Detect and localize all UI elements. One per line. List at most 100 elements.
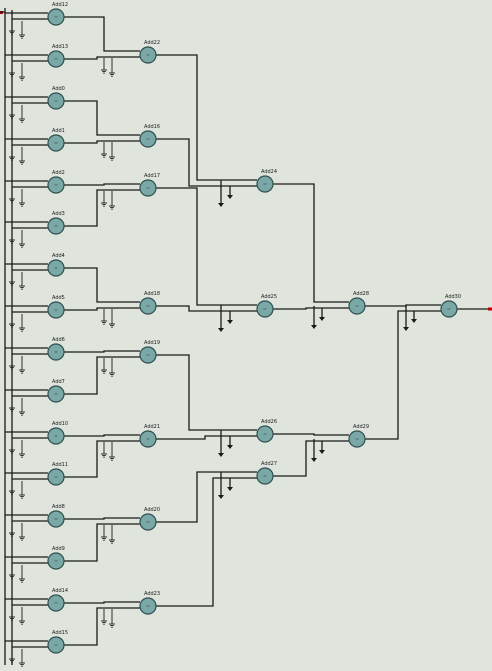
adder-label: Add28 bbox=[353, 291, 369, 297]
wire-Add15-Add23 bbox=[64, 607, 140, 646]
adder-node: Add20 bbox=[139, 507, 160, 531]
adder-label: Add1 bbox=[52, 128, 65, 134]
wire-Add7-Add19 bbox=[64, 356, 140, 395]
ground-Add18-b bbox=[109, 309, 115, 328]
adder-label: Add3 bbox=[52, 211, 65, 217]
arrow-Add27-a bbox=[218, 495, 224, 499]
arrow-Add30-b bbox=[411, 319, 417, 323]
ground-Add2-b bbox=[19, 189, 25, 207]
wire-Add5-Add18 bbox=[64, 307, 140, 311]
ground-Add6-b bbox=[19, 356, 25, 374]
wire-Add22-Add24 bbox=[156, 54, 257, 181]
adder-node: Add8 bbox=[47, 504, 65, 528]
arrow-Add29-b bbox=[319, 450, 325, 454]
adder-node: Add27 bbox=[256, 461, 277, 485]
adder-node: Add30 bbox=[440, 294, 461, 318]
ground-Add7-a bbox=[9, 398, 15, 412]
adder-node: Add23 bbox=[139, 591, 160, 615]
adder-node: Add6 bbox=[47, 337, 65, 361]
adder-label: Add18 bbox=[144, 291, 160, 297]
adder-node: Add18 bbox=[139, 291, 160, 315]
ground-Add21-b bbox=[109, 442, 115, 461]
adder-label: Add12 bbox=[52, 2, 68, 8]
adder-label: Add19 bbox=[144, 340, 160, 346]
wire-Add2-Add17 bbox=[64, 183, 140, 186]
nodes-layer: Add12 Add13 Add0 Add1 Add2 Add3 Add4 Add5 Add6 Ad… bbox=[47, 2, 461, 654]
ground-Add9-a bbox=[9, 565, 15, 579]
wire-Add3-Add17 bbox=[64, 189, 140, 227]
ground-Add14-a bbox=[9, 607, 15, 621]
wire-Add16-Add24 bbox=[156, 138, 257, 187]
ground-Add16-a bbox=[101, 142, 107, 158]
adder-label: Add22 bbox=[144, 40, 160, 46]
ground-Add12-b bbox=[19, 21, 25, 39]
adder-label: Add25 bbox=[261, 294, 277, 300]
wire-Add10-Add21 bbox=[64, 434, 140, 437]
ground-Add22-b bbox=[109, 58, 115, 77]
adder-label: Add4 bbox=[52, 253, 65, 259]
ground-Add8-a bbox=[9, 523, 15, 537]
arrow-Add24-b bbox=[227, 195, 233, 199]
adder-label: Add13 bbox=[52, 44, 68, 50]
adder-label: Add20 bbox=[144, 507, 160, 513]
wire-Add26-Add29 bbox=[273, 433, 349, 436]
wire-Add0-Add16 bbox=[64, 100, 140, 136]
ground-Add0-b bbox=[19, 105, 25, 123]
adder-label: Add10 bbox=[52, 421, 68, 427]
ground-Add19-a bbox=[101, 358, 107, 374]
arrow-Add28-a bbox=[311, 325, 317, 329]
wire-Add13-Add22 bbox=[64, 56, 140, 60]
ground-Add20-a bbox=[101, 525, 107, 541]
adder-node: Add1 bbox=[47, 128, 65, 152]
ground-Add3-b bbox=[19, 230, 25, 248]
wire-Add20-Add27 bbox=[156, 471, 257, 523]
ground-Add16-b bbox=[109, 142, 115, 161]
adder-node: Add4 bbox=[47, 253, 65, 277]
wire-Add6-Add19 bbox=[64, 350, 140, 353]
ground-Add15-a bbox=[9, 649, 15, 663]
ground-Add6-a bbox=[9, 356, 15, 370]
arrow-Add30-a bbox=[403, 327, 409, 331]
adder-label: Add17 bbox=[144, 173, 160, 179]
adder-node: Add12 bbox=[47, 2, 68, 26]
wire-Add25-Add28 bbox=[273, 307, 349, 310]
adder-node: Add16 bbox=[139, 124, 160, 148]
arrow-Add28-b bbox=[319, 317, 325, 321]
adder-label: Add6 bbox=[52, 337, 65, 343]
adder-label: Add9 bbox=[52, 546, 65, 552]
adder-node: Add21 bbox=[139, 424, 160, 448]
arrow-Add26-b bbox=[227, 445, 233, 449]
ground-Add4-a bbox=[9, 272, 15, 286]
ground-Add11-a bbox=[9, 481, 15, 495]
adder-node: Add29 bbox=[348, 424, 369, 448]
ground-Add17-a bbox=[101, 191, 107, 207]
ground-Add7-b bbox=[19, 398, 25, 416]
arrow-Add29-a bbox=[311, 458, 317, 462]
wire-Add24-Add28 bbox=[273, 183, 349, 303]
ground-Add14-b bbox=[19, 607, 25, 625]
adder-node: Add25 bbox=[256, 294, 277, 318]
adder-label: Add14 bbox=[52, 588, 68, 594]
adder-node: Add2 bbox=[47, 170, 65, 194]
ground-Add3-a bbox=[9, 230, 15, 244]
wire-Add1-Add16 bbox=[64, 140, 140, 144]
adder-label: Add2 bbox=[52, 170, 65, 176]
ground-Add13-a bbox=[9, 63, 15, 77]
ground-Add23-b bbox=[109, 609, 115, 628]
adder-label: Add5 bbox=[52, 295, 65, 301]
wire-Add23-Add27 bbox=[156, 477, 257, 607]
adder-label: Add16 bbox=[144, 124, 160, 130]
ground-Add5-b bbox=[19, 314, 25, 332]
ground-Add8-b bbox=[19, 523, 25, 541]
adder-node: Add22 bbox=[139, 40, 160, 64]
adder-label: Add26 bbox=[261, 419, 277, 425]
ground-Add18-a bbox=[101, 309, 107, 325]
wire-Add12-Add22 bbox=[64, 16, 140, 52]
adder-node: Add28 bbox=[348, 291, 369, 315]
adder-label: Add0 bbox=[52, 86, 65, 92]
adder-node: Add0 bbox=[47, 86, 65, 110]
arrow-Add24-a bbox=[218, 203, 224, 207]
wire-Add27-Add29 bbox=[273, 440, 349, 477]
